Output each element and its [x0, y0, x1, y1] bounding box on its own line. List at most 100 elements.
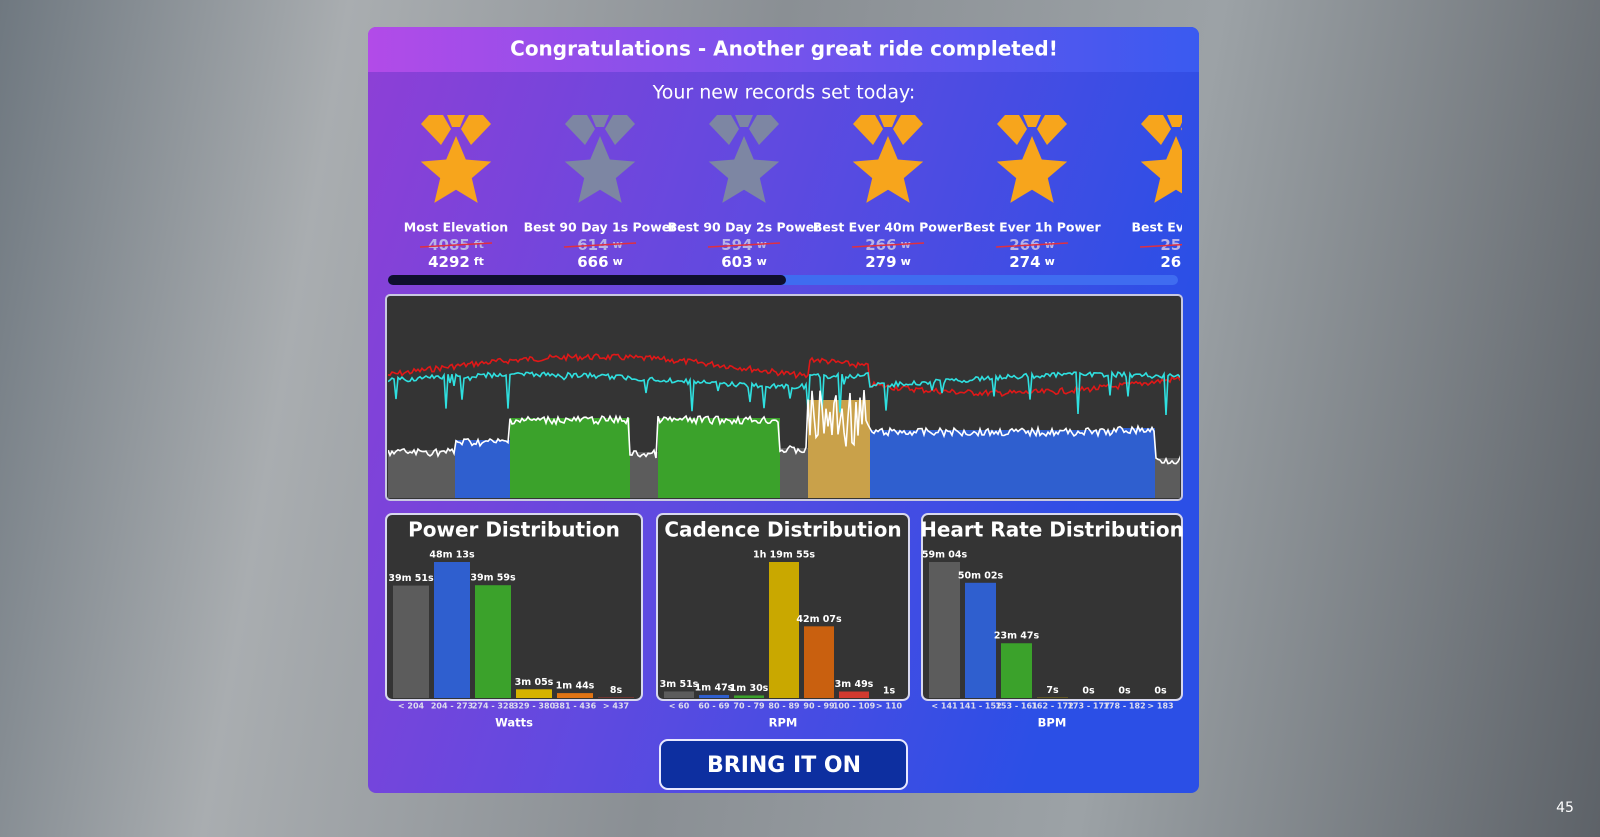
bar-label: 1m 47s	[695, 682, 734, 693]
category-label: 100 - 109	[833, 702, 876, 711]
scroll-thumb	[388, 275, 786, 285]
record-name: Best 90 Day 2s Power	[668, 220, 822, 235]
bar-label: 39m 51s	[388, 573, 434, 584]
record-unit: w	[613, 255, 623, 268]
category-label: 90 - 99	[803, 702, 835, 711]
zone	[388, 450, 455, 498]
bar-label: 3m 51s	[660, 679, 699, 690]
record-number: 266	[865, 236, 896, 254]
distribution-bar	[434, 562, 470, 698]
bar-label: 0s	[1118, 686, 1131, 697]
distribution-bar	[769, 562, 799, 698]
bar-label: 1m 30s	[730, 683, 769, 694]
zone	[780, 448, 808, 498]
bar-label: 50m 02s	[958, 570, 1004, 581]
record-value: 265	[1160, 253, 1191, 271]
record-unit: ft	[474, 255, 484, 268]
distributions: Power Distribution 39m 51s < 204 48m 13s 204…	[385, 513, 1184, 730]
category-label: > 110	[876, 702, 903, 711]
zone	[455, 440, 510, 498]
record-name: Best Ever 40m Power	[813, 220, 964, 235]
bar-label: 0s	[1154, 686, 1167, 697]
bring-it-on-button[interactable]	[659, 739, 908, 790]
zone	[658, 418, 780, 498]
distribution-bar	[734, 695, 764, 698]
medal-star	[996, 136, 1068, 203]
category-label: 274 - 328	[472, 702, 515, 711]
category-label: 204 - 273	[431, 702, 473, 711]
header-bar	[368, 27, 1199, 72]
distribution-box	[921, 513, 1183, 701]
bar-label: 48m 13s	[429, 550, 475, 561]
distribution-bar	[839, 691, 869, 698]
heart-rate-trace	[388, 352, 1180, 397]
button-label[interactable]: BRING IT ON	[707, 753, 861, 778]
axis-label: RPM	[769, 716, 798, 730]
page-number: 45	[1556, 800, 1574, 816]
category-label: 178 - 182	[1103, 702, 1145, 711]
zone	[1155, 458, 1180, 498]
strike	[995, 242, 1069, 248]
bar-label: 7s	[1046, 685, 1059, 696]
distribution-bar	[664, 691, 694, 698]
zone	[1118, 428, 1155, 498]
category-label: 329 - 380	[513, 702, 556, 711]
category-label: > 437	[603, 702, 629, 711]
title: Congratulations - Another great ride com…	[510, 37, 1058, 61]
bar-label: 1m 44s	[556, 681, 595, 692]
category-label: 153 - 161	[995, 702, 1038, 711]
bar-label: 42m 07s	[796, 614, 842, 625]
category-label: 70 - 79	[733, 702, 765, 711]
record-number: 266	[1009, 236, 1040, 254]
record-number: 666	[577, 253, 608, 271]
strike	[851, 242, 925, 248]
medal-ribbon	[997, 115, 1067, 145]
record-name: Best Ever 1h	[1131, 220, 1220, 235]
bar-label: 1s	[883, 685, 896, 696]
distribution-bar	[557, 693, 593, 698]
record-value: 279 w	[865, 253, 910, 271]
record-number: 4292	[428, 253, 470, 271]
bar-label: 3m 05s	[515, 677, 554, 688]
strike	[1139, 243, 1182, 248]
ride-graph-traces	[388, 352, 1180, 498]
record-unit: w	[1045, 255, 1055, 268]
category-label: < 204	[398, 702, 425, 711]
record-number: 279	[865, 253, 896, 271]
category-label: 381 - 436	[554, 702, 597, 711]
medal-star	[420, 136, 492, 203]
power-trace	[388, 390, 1180, 465]
record-number: 594	[721, 236, 752, 254]
record-number: 265	[1160, 253, 1191, 271]
record-number: 274	[1009, 253, 1040, 271]
medal-star	[852, 136, 924, 203]
bar-label: 0s	[1082, 686, 1095, 697]
bar-label: 3m 49s	[835, 679, 874, 690]
distribution-title: Cadence Distribution	[664, 518, 901, 542]
zone	[630, 452, 658, 498]
medal-star	[1140, 136, 1182, 203]
zone	[510, 418, 630, 498]
bar-label: 39m 59s	[470, 573, 516, 584]
record-value: 274 w	[1009, 253, 1054, 271]
medal-ribbon	[421, 115, 491, 145]
category-label: < 141	[931, 702, 958, 711]
distribution-bar	[1001, 643, 1032, 698]
distribution-bar	[929, 562, 960, 698]
record-value: 4292 ft	[428, 253, 484, 271]
distribution-bar	[965, 582, 996, 698]
medal-ribbon	[565, 115, 635, 145]
strike	[419, 242, 493, 248]
medal-ribbon	[853, 115, 923, 145]
axis-label: BPM	[1038, 716, 1067, 730]
distribution-title: Heart Rate Distribution	[920, 518, 1184, 542]
distribution-bar	[516, 689, 552, 698]
medal-ribbon	[1141, 115, 1182, 145]
strike	[707, 242, 781, 248]
